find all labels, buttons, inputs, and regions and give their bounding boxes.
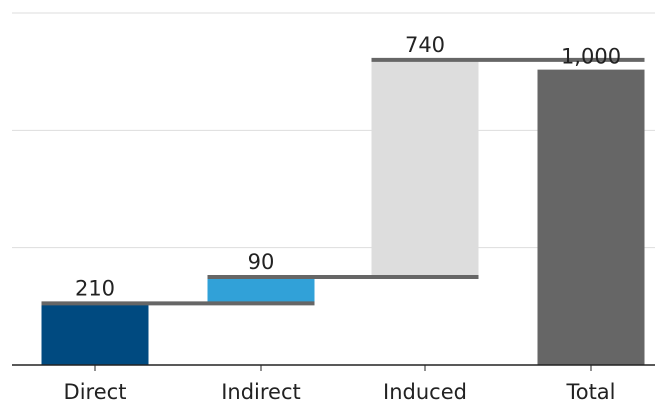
- value-label-induced: 740: [405, 33, 445, 57]
- x-tick-label-direct: Direct: [64, 380, 127, 404]
- value-label-indirect: 90: [248, 250, 275, 274]
- value-label-direct: 210: [75, 276, 115, 300]
- bar-direct: [41, 303, 149, 365]
- x-tick-label-indirect: Indirect: [221, 380, 301, 404]
- bar-indirect: [207, 277, 315, 304]
- x-tick-label-total: Total: [565, 380, 615, 404]
- bar-induced: [371, 59, 479, 277]
- x-tick-label-induced: Induced: [383, 380, 467, 404]
- value-label-total: 1,000: [561, 45, 621, 69]
- bar-total: [537, 71, 645, 366]
